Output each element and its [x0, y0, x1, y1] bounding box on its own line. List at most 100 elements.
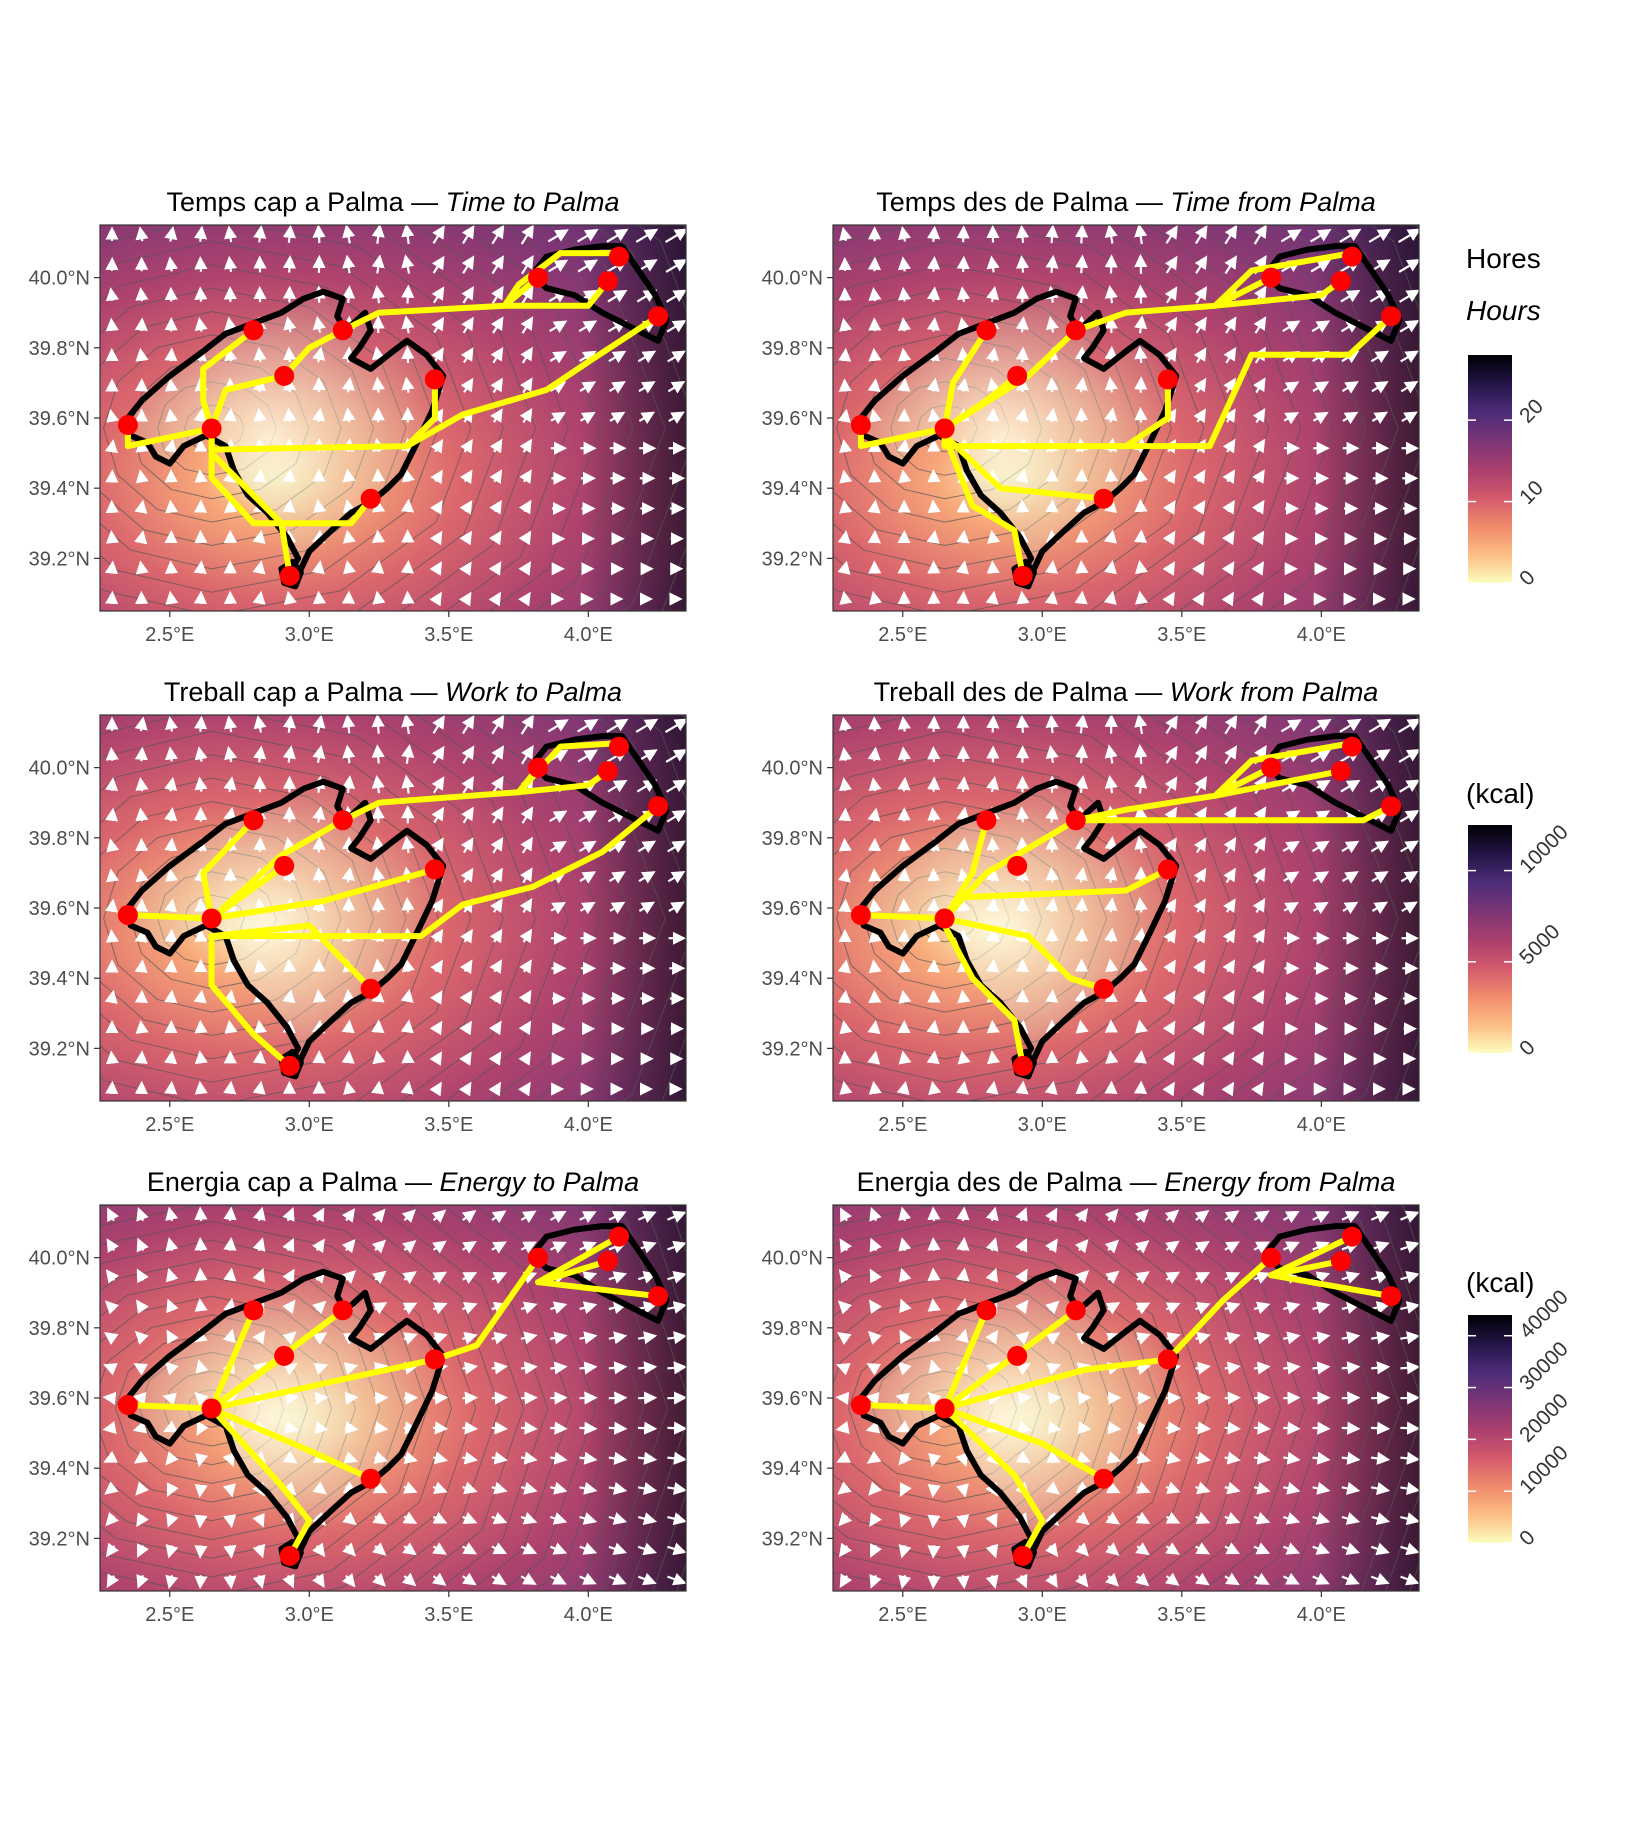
flow-arrow: [401, 284, 415, 304]
flow-arrow: [343, 1451, 359, 1464]
flow-arrow: [985, 897, 1000, 912]
flow-arrow: [1105, 1302, 1121, 1315]
flow-arrow: [1134, 1019, 1148, 1034]
flow-arrow: [462, 1361, 479, 1375]
flow-arrow: [223, 1267, 237, 1282]
flow-arrow: [1340, 289, 1361, 303]
flow-arrow: [1133, 1049, 1147, 1064]
x-tick-label: 3.5°E: [424, 1114, 473, 1136]
flow-arrow: [402, 1481, 418, 1494]
relief-shading: [860, 1271, 1177, 1563]
flow-arrow: [579, 871, 597, 884]
flow-arrow: [1075, 1050, 1089, 1065]
flow-arrow: [837, 959, 851, 974]
flow-arrow: [896, 1080, 910, 1096]
mallorca-coastline: [857, 778, 1180, 1076]
x-tick-label: 2.5°E: [878, 1604, 927, 1626]
flow-arrow: [1192, 561, 1205, 576]
flow-arrow: [1044, 1080, 1058, 1095]
flow-arrow: [195, 1359, 209, 1374]
flow-arrow: [897, 746, 911, 762]
flow-arrow: [608, 1331, 628, 1345]
flow-arrow: [869, 1512, 882, 1528]
flow-arrow: [432, 1481, 448, 1494]
destination-point: [360, 978, 381, 999]
flow-arrow: [1164, 1209, 1180, 1224]
flow-arrow: [402, 1302, 418, 1315]
flow-arrow: [1104, 284, 1118, 304]
flow-arrow: [401, 896, 415, 913]
flow-arrow: [1017, 1420, 1032, 1434]
flow-arrow: [1253, 1421, 1271, 1435]
flow-arrow: [1016, 806, 1030, 823]
panel-title: Energia des de Palma — Energy from Palma: [857, 1167, 1396, 1197]
flow-arrow: [1077, 1391, 1092, 1405]
flow-arrow: [577, 749, 599, 763]
flow-arrow: [103, 1450, 119, 1463]
flow-arrow: [1107, 1421, 1122, 1435]
flow-arrow: [927, 776, 941, 792]
flow-arrow: [837, 1300, 852, 1315]
flow-arrow: [667, 1512, 686, 1526]
flow-arrow: [105, 287, 119, 302]
flow-arrow: [1045, 1573, 1058, 1588]
flow-arrow: [837, 868, 851, 883]
flow-arrow: [868, 347, 882, 362]
flow-arrow: [162, 1392, 177, 1406]
flow-arrow: [401, 835, 415, 854]
flow-arrow: [637, 1361, 658, 1375]
flow-arrow: [1165, 1240, 1180, 1254]
flow-arrow: [520, 225, 534, 245]
flow-arrow: [1371, 1421, 1391, 1435]
route-line: [208, 1405, 374, 1482]
y-tick-label: 39.6°N: [762, 898, 823, 920]
flow-arrow: [927, 1206, 941, 1221]
flow-arrow: [342, 529, 356, 544]
flow-arrow: [667, 1451, 686, 1465]
flow-arrow: [252, 1267, 265, 1283]
flow-arrow: [1194, 1209, 1210, 1224]
flow-arrow: [135, 469, 149, 484]
flow-arrow: [341, 1208, 356, 1223]
route-line: [339, 274, 542, 334]
flow-arrow: [343, 1362, 359, 1376]
flow-arrow: [371, 284, 385, 304]
panel-title: Treball des de Palma — Work from Palma: [874, 677, 1379, 707]
flow-arrow: [342, 715, 356, 734]
x-tick-label: 4.0°E: [564, 624, 613, 646]
flow-arrow: [165, 1451, 179, 1466]
flow-arrow: [252, 1329, 266, 1345]
flow-arrow: [401, 744, 415, 764]
destination-point: [1157, 369, 1178, 390]
flow-arrow: [461, 715, 475, 735]
flow-arrow: [253, 407, 267, 422]
flow-arrow: [164, 807, 178, 822]
flow-arrow: [104, 439, 118, 454]
flow-arrow: [312, 407, 326, 423]
flow-arrow: [252, 1237, 266, 1252]
flow-arrow: [196, 1421, 209, 1436]
route-line: [124, 912, 215, 922]
flow-arrow: [284, 1392, 299, 1406]
flow-arrow: [371, 958, 386, 973]
flow-arrow: [1164, 255, 1178, 274]
flow-arrow: [520, 1301, 538, 1315]
flow-arrow: [461, 1209, 477, 1224]
flow-arrow: [520, 377, 533, 394]
flow-arrow: [401, 1209, 416, 1224]
flow-arrow: [312, 346, 326, 363]
flow-arrow: [1283, 1361, 1301, 1375]
flow-arrow: [252, 468, 267, 483]
flow-arrow: [489, 989, 502, 1005]
flow-arrow: [134, 716, 148, 732]
flow-arrow: [1134, 1572, 1150, 1587]
flow-arrow: [104, 898, 119, 913]
flow-arrow: [1164, 347, 1177, 363]
flow-arrow: [956, 776, 970, 792]
flow-arrow: [986, 407, 1000, 422]
flow-arrow: [897, 867, 911, 882]
flow-arrow: [985, 1361, 1000, 1376]
flow-arrow: [166, 1329, 179, 1345]
flow-arrow: [636, 779, 658, 793]
flow-arrow: [957, 286, 971, 303]
